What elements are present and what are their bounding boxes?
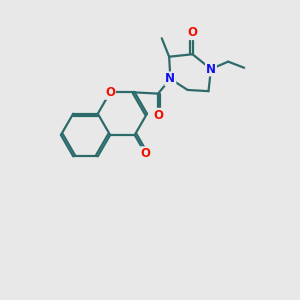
- Text: O: O: [153, 109, 163, 122]
- Text: O: O: [140, 147, 151, 160]
- Text: O: O: [105, 86, 115, 99]
- Text: O: O: [188, 26, 197, 39]
- Text: N: N: [165, 72, 176, 86]
- Text: N: N: [206, 62, 216, 76]
